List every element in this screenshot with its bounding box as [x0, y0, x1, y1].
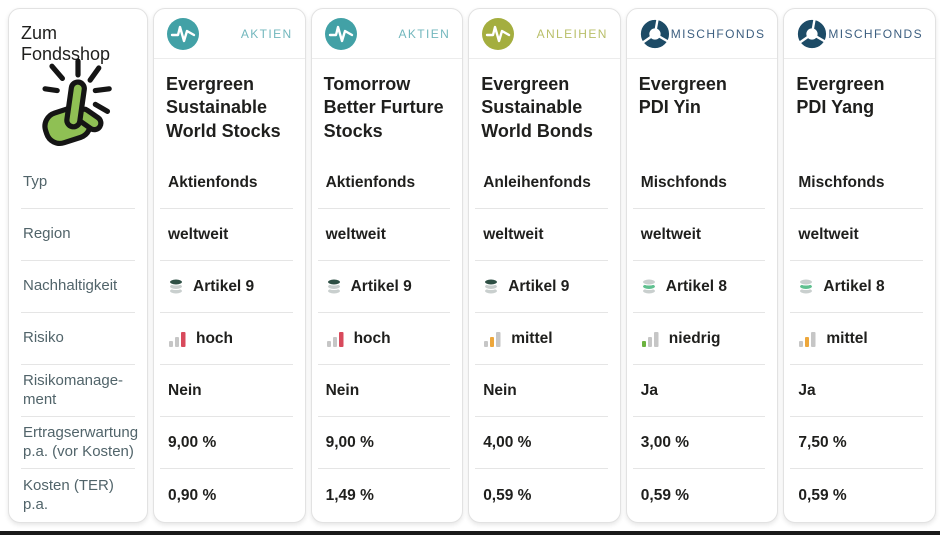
fund-name: Evergreen Sustainable World Bonds — [481, 74, 593, 141]
fund-card-evergreen-pdi-yang: MISCHFONDS Evergreen PDI Yang Mischfonds… — [783, 8, 936, 523]
fund-name: Evergreen Sustainable World Stocks — [166, 74, 281, 141]
article-stack-icon — [484, 278, 499, 295]
fund-category-header: ANLEIHEN — [469, 9, 620, 59]
row-label-risikomanagement: Risikomanage- ment — [21, 365, 135, 417]
value-typ: Aktienfonds — [317, 157, 451, 209]
value-nachhaltigkeit: Artikel 8 — [632, 261, 766, 313]
value-risiko: hoch — [317, 313, 451, 365]
article-stack-icon — [799, 278, 814, 295]
fund-name: Tomorrow Better Furture Stocks — [323, 74, 444, 141]
risk-bars-icon — [169, 331, 186, 347]
value-risiko: mittel — [475, 313, 608, 365]
fund-values: Mischfonds weltweit Artikel 8 niedrig Ja — [627, 157, 778, 522]
value-ertragserwartung: 7,50 % — [790, 417, 923, 469]
row-label-risiko: Risiko — [21, 313, 135, 365]
risk-bars-icon — [484, 331, 501, 347]
fund-card-tomorrow-better-future-stocks: AKTIEN Tomorrow Better Furture Stocks Ak… — [310, 8, 464, 523]
value-nachhaltigkeit: Artikel 9 — [317, 261, 451, 313]
category-label: MISCHFONDS — [828, 26, 923, 41]
value-region: weltweit — [160, 209, 293, 261]
value-region: weltweit — [790, 209, 923, 261]
row-label-nachhaltigkeit: Nachhaltigkeit — [21, 261, 135, 313]
fund-category-header: AKTIEN — [311, 9, 463, 59]
value-region: weltweit — [632, 209, 766, 261]
value-kosten: 0,59 % — [798, 486, 847, 504]
donut-chart-icon — [640, 18, 669, 48]
fund-values: Mischfonds weltweit Artikel 8 mittel Ja — [784, 157, 935, 522]
risk-bars-icon — [641, 331, 659, 347]
value-typ: Mischfonds — [632, 157, 766, 209]
category-label: AKTIEN — [398, 26, 451, 41]
risk-bars-icon — [326, 331, 344, 347]
row-label-kosten: Kosten (TER) p.a. — [23, 476, 114, 513]
donut-chart-icon — [798, 18, 827, 48]
value-risikomanagement: Ja — [632, 365, 766, 417]
fondsshop-title[interactable]: Zum Fondsshop — [21, 23, 111, 64]
value-risikomanagement: Nein — [317, 365, 451, 417]
value-ertragserwartung: 4,00 % — [475, 417, 608, 469]
row-label-typ: Typ — [21, 157, 135, 209]
value-kosten: 0,59 % — [640, 486, 690, 504]
value-typ: Mischfonds — [790, 157, 923, 209]
value-typ: Anleihenfonds — [475, 157, 608, 209]
fund-name: Evergreen PDI Yang — [796, 74, 885, 118]
sidebar-row-labels: Typ Region Nachhaltigkeit Risiko Risikom… — [9, 157, 147, 522]
value-nachhaltigkeit: Artikel 9 — [160, 261, 293, 313]
article-stack-icon — [326, 278, 341, 295]
value-risiko: mittel — [790, 313, 923, 365]
value-ertragserwartung: 9,00 % — [317, 417, 451, 469]
value-kosten: 0,59 % — [483, 486, 532, 504]
row-label-region: Region — [21, 209, 135, 261]
value-kosten: 0,90 % — [168, 486, 217, 504]
value-nachhaltigkeit: Artikel 8 — [790, 261, 923, 313]
value-nachhaltigkeit: Artikel 9 — [475, 261, 608, 313]
value-risikomanagement: Ja — [790, 365, 923, 417]
article-stack-icon — [641, 278, 656, 295]
fund-card-evergreen-world-bonds: ANLEIHEN Evergreen Sustainable World Bon… — [468, 8, 621, 523]
value-risikomanagement: Nein — [475, 365, 608, 417]
value-ertragserwartung: 9,00 % — [160, 417, 293, 469]
fund-values: Anleihenfonds weltweit Artikel 9 mittel … — [469, 157, 620, 522]
page-bottom-edge — [0, 531, 940, 535]
fund-card-evergreen-world-stocks: AKTIEN Evergreen Sustainable World Stock… — [153, 8, 306, 523]
value-kosten: 1,49 % — [325, 486, 374, 504]
pulse-icon — [324, 17, 357, 50]
fondsshop-card[interactable]: Zum Fondsshop Typ Region — [8, 8, 148, 523]
fund-card-evergreen-pdi-yin: MISCHFONDS Evergreen PDI Yin Mischfonds … — [625, 8, 779, 523]
fund-name: Evergreen PDI Yin — [638, 74, 727, 118]
value-region: weltweit — [475, 209, 608, 261]
value-region: weltweit — [317, 209, 451, 261]
category-label: ANLEIHEN — [536, 26, 608, 41]
value-risikomanagement: Nein — [160, 365, 293, 417]
risk-bars-icon — [799, 331, 816, 347]
value-typ: Aktienfonds — [160, 157, 293, 209]
value-risiko: hoch — [160, 313, 293, 365]
row-label-ertragserwartung: Ertragserwartung p.a. (vor Kosten) — [21, 417, 138, 469]
fund-category-header: MISCHFONDS — [626, 9, 778, 59]
fund-category-header: AKTIEN — [154, 9, 305, 59]
category-label: MISCHFONDS — [670, 26, 766, 41]
fund-values: Aktienfonds weltweit Artikel 9 hoch Nein — [154, 157, 305, 522]
article-stack-icon — [169, 278, 183, 295]
value-risiko: niedrig — [632, 313, 766, 365]
category-label: AKTIEN — [240, 26, 293, 41]
click-hand-icon[interactable] — [9, 57, 147, 157]
value-ertragserwartung: 3,00 % — [632, 417, 766, 469]
pulse-icon — [482, 17, 515, 50]
pulse-icon — [167, 17, 199, 50]
fund-values: Aktienfonds weltweit Artikel 9 hoch Nein — [312, 157, 463, 522]
fund-category-header: MISCHFONDS — [784, 9, 935, 59]
